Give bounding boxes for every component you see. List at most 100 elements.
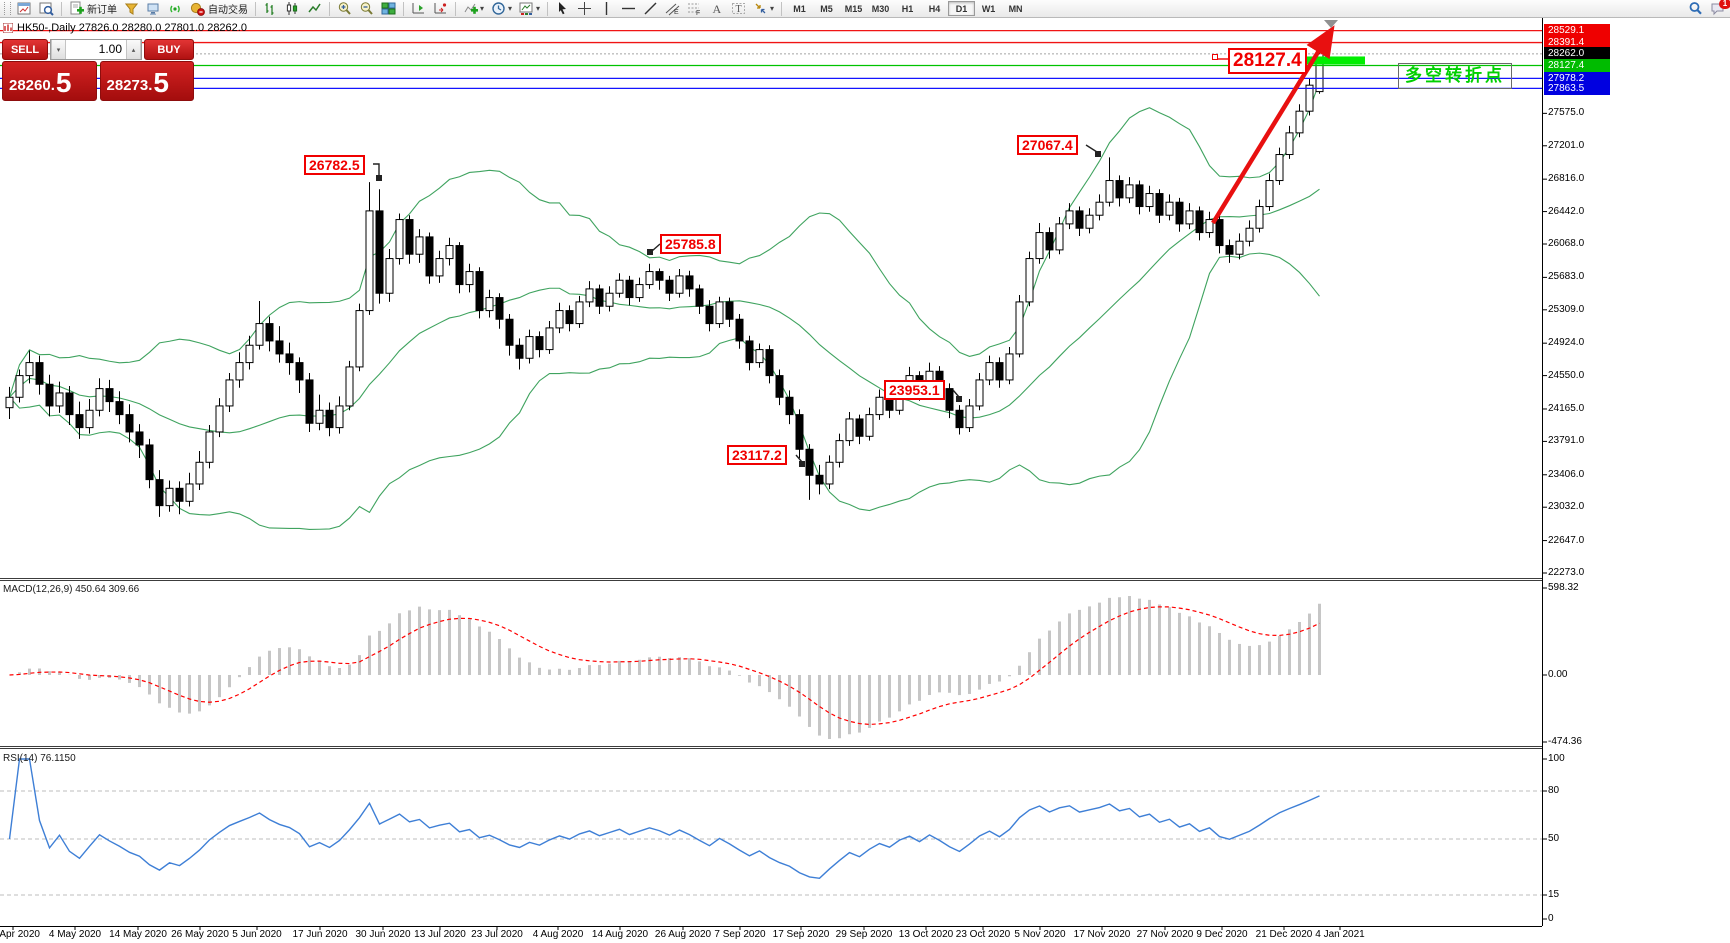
vertical-line-tool-button[interactable] [596, 1, 617, 17]
candle-body [805, 448, 814, 476]
date-axis-label: 5 Nov 2020 [1014, 929, 1066, 940]
candlestick-chart-type-button[interactable] [282, 1, 303, 17]
candle-body [695, 288, 704, 307]
timeframe-d1[interactable]: D1 [948, 1, 976, 16]
candle-body [275, 340, 284, 355]
history-center-icon-button[interactable] [121, 1, 142, 17]
green-highlight-bar[interactable] [1305, 56, 1365, 65]
candle-body [985, 362, 994, 381]
timeframe-m30[interactable]: M30 [867, 1, 894, 16]
price-annotation[interactable]: 23117.2 [727, 445, 787, 466]
indicators-button[interactable]: ▾ [460, 1, 487, 17]
timeframe-h1[interactable]: H1 [894, 1, 921, 16]
search-button[interactable] [1685, 1, 1706, 17]
chart-plot-area[interactable] [0, 18, 1730, 943]
new-order-button[interactable]: 新订单 [66, 1, 120, 17]
candle-body [395, 219, 404, 260]
candle-body [455, 245, 464, 286]
price-line-tag: 27863.5 [1544, 81, 1610, 95]
auto-trading-button[interactable]: 自动交易 [187, 1, 251, 17]
zoom-in-button[interactable] [334, 1, 355, 17]
candle-body [595, 288, 604, 307]
line-chart-type-button[interactable] [304, 1, 325, 17]
fibonacci-tool-button[interactable]: F [684, 1, 705, 17]
trendline-tool-button[interactable] [640, 1, 661, 17]
toolbar-grip[interactable] [4, 2, 11, 15]
rsi-axis-label: 15 [1548, 889, 1560, 900]
candle-body [1045, 232, 1054, 251]
volume-value[interactable]: 1.00 [98, 42, 122, 56]
timeframe-m5[interactable]: M5 [813, 1, 840, 16]
text-icon: A [709, 1, 724, 16]
periods-button[interactable]: ▾ [488, 1, 515, 17]
date-axis-label: 17 Sep 2020 [772, 929, 830, 940]
one-click-trading-panel: SELL ▾ 1.00 ▴ BUY 28260. 5 28273. 5 [2, 39, 194, 101]
timeframe-w1[interactable]: W1 [975, 1, 1002, 16]
date-axis-label: 29 Sep 2020 [835, 929, 893, 940]
chart-window-icon-button[interactable] [14, 1, 35, 17]
fibonacci-icon: F [687, 1, 702, 17]
candle-body [415, 236, 424, 255]
candle-body [675, 275, 684, 294]
candle-body [845, 418, 854, 442]
date-axis-label: 20 Apr 2020 [0, 929, 40, 940]
text-label-tool-button[interactable]: T [728, 1, 749, 17]
timeframe-h4[interactable]: H4 [921, 1, 948, 16]
bollinger-band-line [9, 252, 1320, 530]
cursor-tool-button[interactable] [552, 1, 573, 17]
candle-body [865, 414, 874, 437]
candle-body [195, 461, 204, 485]
notifications-button[interactable]: 1 [1707, 0, 1730, 17]
price-annotation[interactable]: 26782.5 [304, 155, 365, 176]
date-axis-label: 4 Jan 2021 [1315, 929, 1365, 940]
signals-icon-button[interactable] [165, 1, 186, 17]
trend-arrow[interactable] [1211, 25, 1335, 225]
price-line-tag: 28529.1 [1544, 24, 1610, 38]
candle-body [835, 440, 844, 463]
sell-button[interactable]: SELL [2, 39, 48, 60]
candle-body [1235, 240, 1244, 255]
bar-chart-type-button[interactable] [260, 1, 281, 17]
price-annotation[interactable]: 23953.1 [884, 380, 945, 401]
candle-body [405, 219, 414, 255]
candle-body [955, 409, 964, 429]
timeframe-m1[interactable]: M1 [786, 1, 813, 16]
expert-advisors-icon-button[interactable] [143, 1, 164, 17]
equidistant-channel-tool-button[interactable]: E [662, 1, 683, 17]
candle-body [1015, 301, 1024, 355]
chart-shift-icon [433, 1, 448, 16]
price-annotation[interactable]: 25785.8 [660, 234, 721, 255]
price-annotation[interactable]: 27067.4 [1017, 135, 1078, 156]
timeframe-m15[interactable]: M15 [840, 1, 867, 16]
candle-body [855, 418, 864, 437]
sell-price-button[interactable]: 28260. 5 [2, 61, 97, 101]
bull-bear-turning-point-label[interactable]: 多空转折点 [1398, 63, 1512, 89]
macd-axis-label: 0.00 [1548, 669, 1568, 680]
candle-body [5, 396, 14, 409]
volume-decrease-button[interactable]: ▾ [51, 40, 66, 59]
data-window-icon-button[interactable] [36, 1, 57, 17]
buy-button[interactable]: BUY [144, 39, 194, 60]
zoom-out-button[interactable] [356, 1, 377, 17]
annotation-callout-end [1212, 54, 1218, 60]
horizontal-line-icon [621, 1, 636, 16]
price-annotation[interactable]: 28127.4 [1228, 48, 1307, 74]
templates-button[interactable]: ▾ [516, 1, 543, 17]
bar-chart-icon [263, 1, 278, 16]
auto-scroll-button[interactable] [408, 1, 429, 17]
chart-shift-button[interactable] [430, 1, 451, 17]
price-axis-label: 22273.0 [1548, 567, 1585, 578]
buy-price-main: 28273. [106, 77, 153, 94]
date-axis-label: 13 Oct 2020 [898, 929, 954, 940]
volume-increase-button[interactable]: ▴ [126, 40, 141, 59]
timeframe-mn[interactable]: MN [1002, 1, 1029, 16]
crosshair-tool-button[interactable] [574, 1, 595, 17]
buy-price-button[interactable]: 28273. 5 [99, 61, 194, 101]
tile-windows-button[interactable] [378, 1, 399, 17]
price-axis-label: 26816.0 [1548, 173, 1585, 185]
chart-shift-marker-icon[interactable] [1324, 20, 1338, 28]
text-tool-button[interactable]: A [706, 1, 727, 17]
horizontal-line-tool-button[interactable] [618, 1, 639, 17]
candle-body [735, 318, 744, 342]
arrows-tool-button[interactable]: ▾ [750, 1, 777, 17]
